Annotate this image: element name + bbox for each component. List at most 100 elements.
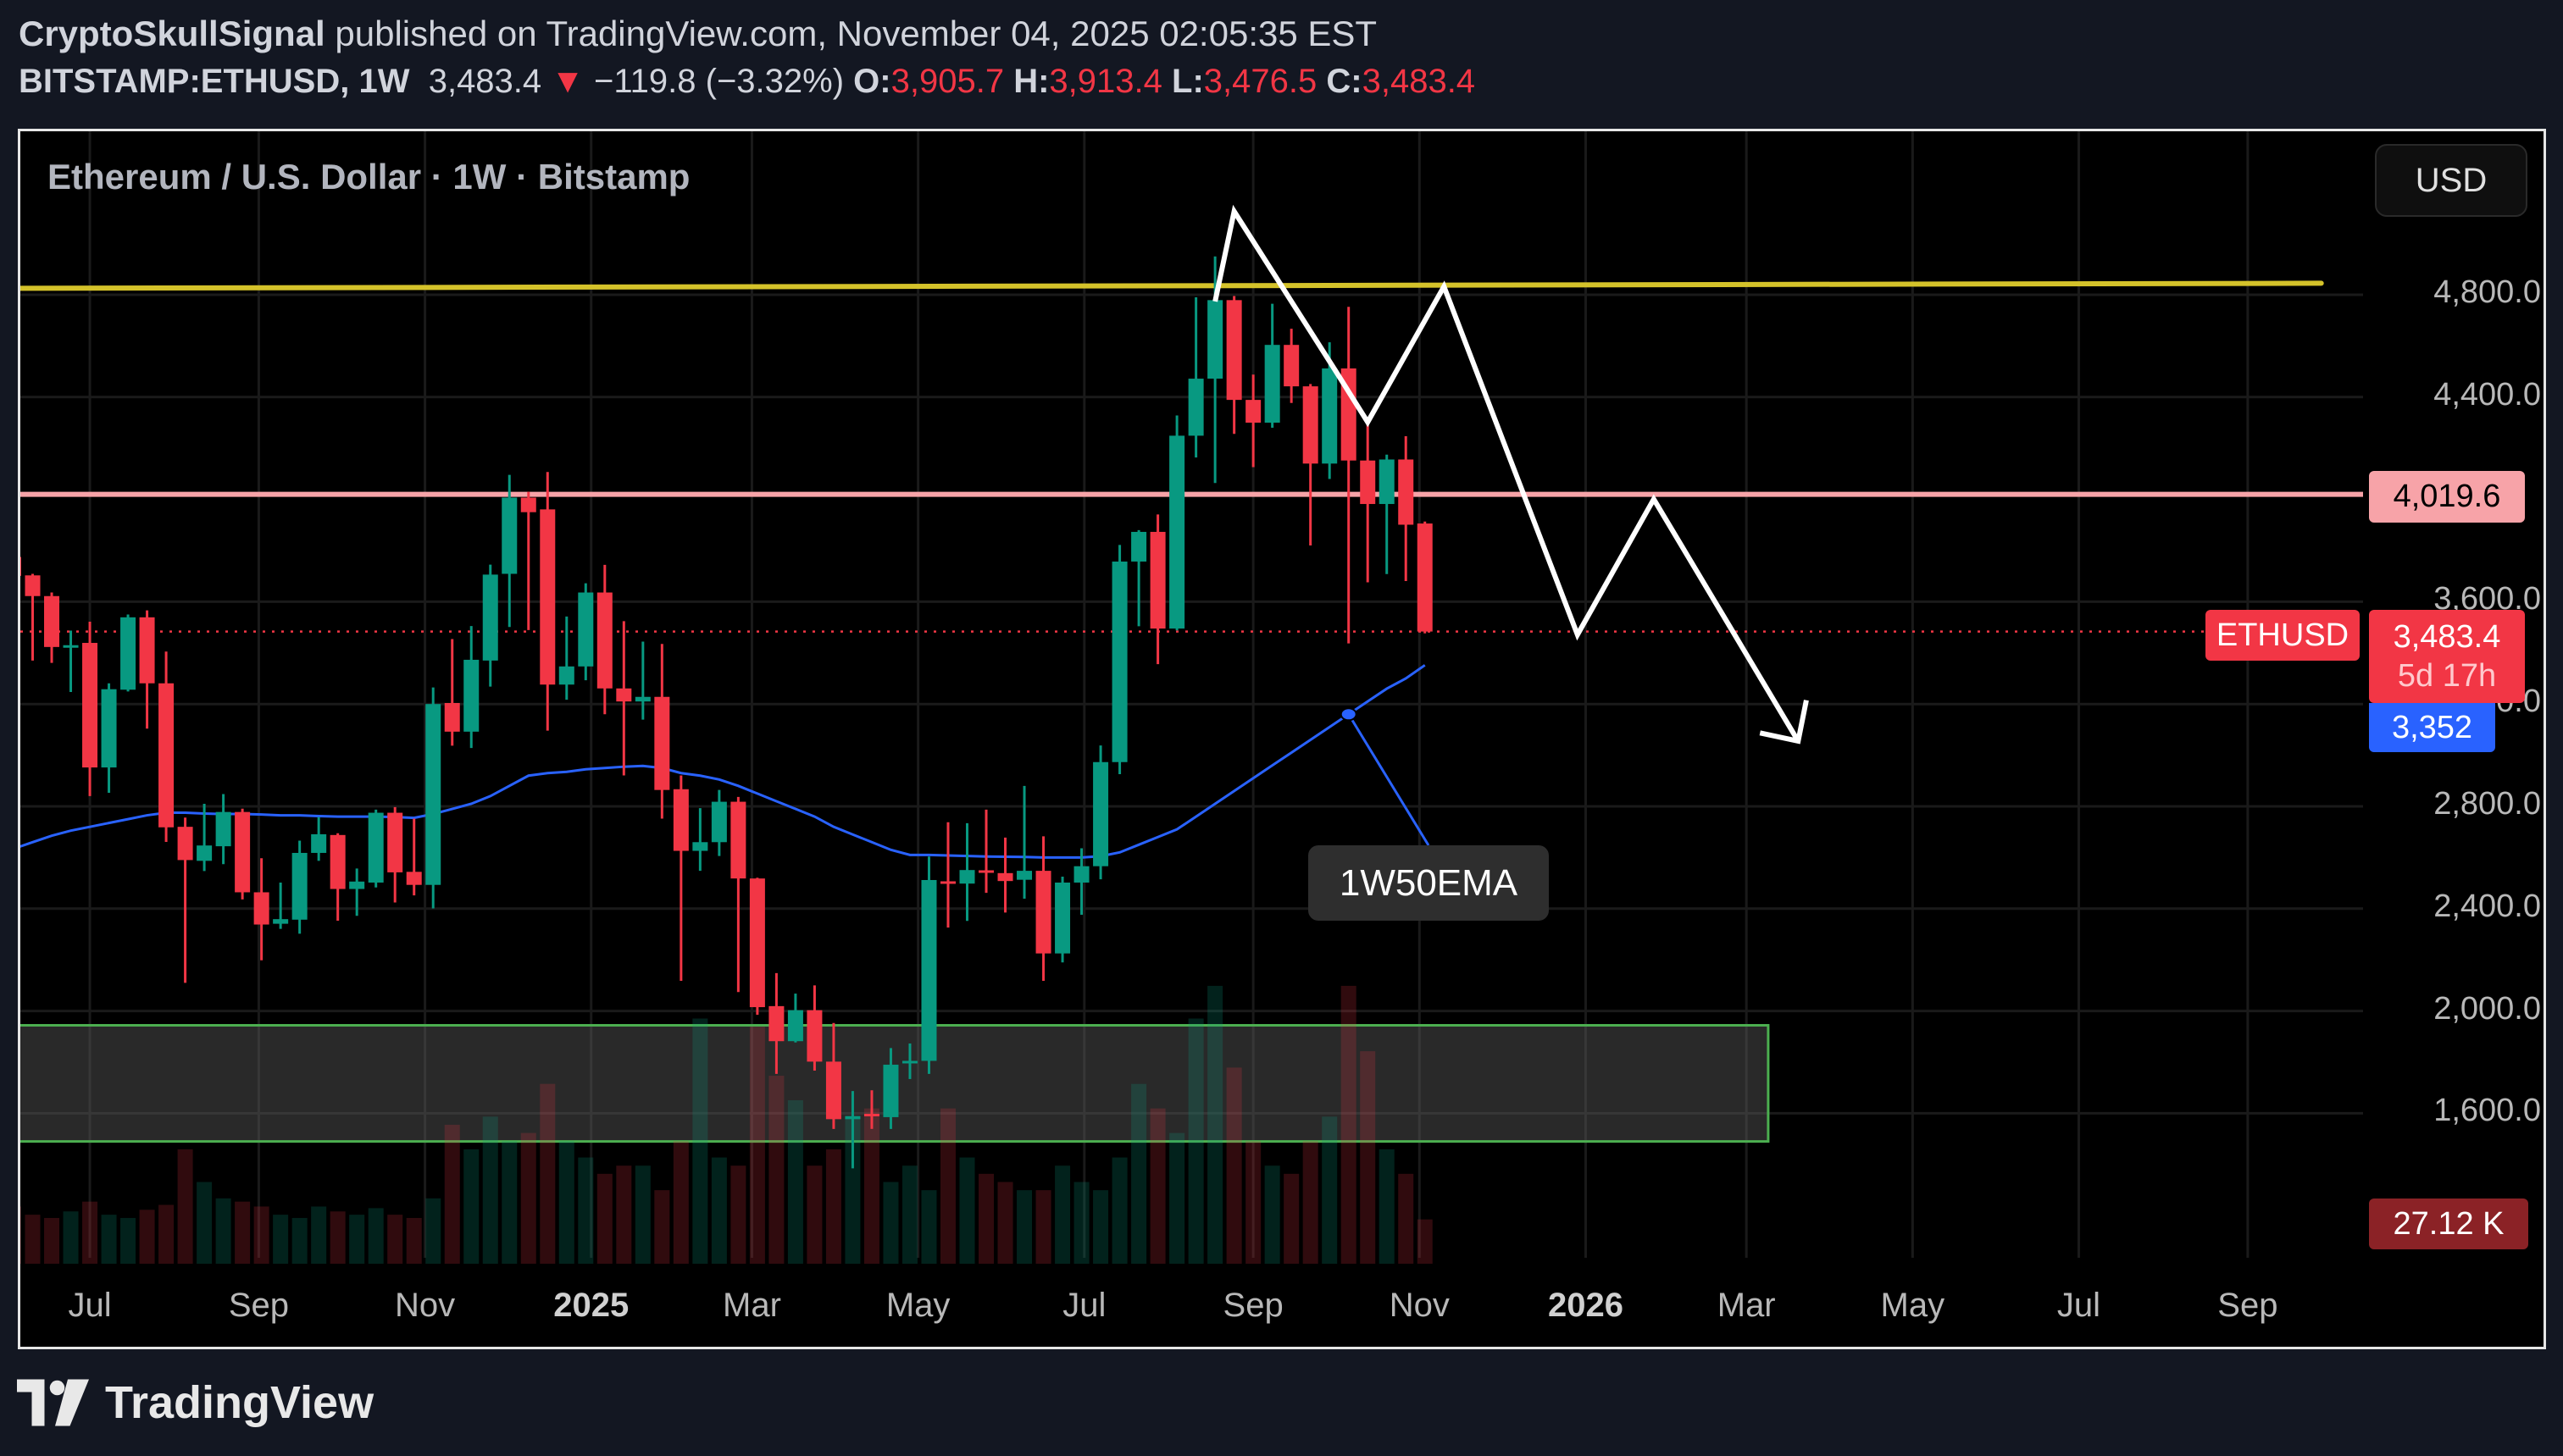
candle-down xyxy=(235,811,251,893)
volume-bar xyxy=(749,1027,765,1264)
candle-down xyxy=(1398,459,1414,525)
candle-down xyxy=(406,872,422,885)
close-value: 3,483.4 xyxy=(1362,63,1476,100)
volume-bar xyxy=(215,1198,231,1264)
volume-bar xyxy=(1360,1051,1376,1264)
candle-down xyxy=(1417,523,1433,632)
price-tick-label: 2,800.0 xyxy=(2433,786,2541,822)
candle-down xyxy=(863,1114,879,1117)
time-tick-label: Mar xyxy=(723,1287,781,1324)
volume-bar xyxy=(1417,1219,1433,1264)
candle-down xyxy=(654,696,670,790)
time-tick-label: Jul xyxy=(2056,1287,2101,1324)
candle-up xyxy=(1055,882,1071,954)
volume-bar xyxy=(235,1201,251,1264)
candle-down xyxy=(596,592,613,689)
volume-bar xyxy=(197,1182,213,1264)
tradingview-logo-icon xyxy=(17,1379,89,1426)
volume-bar xyxy=(406,1217,422,1264)
close-label: C: xyxy=(1326,63,1362,100)
high-value: 3,913.4 xyxy=(1049,63,1162,100)
arrow-head-icon xyxy=(1759,700,1809,745)
candle-down xyxy=(444,702,460,732)
candle-down xyxy=(139,617,155,684)
volume-bar xyxy=(883,1182,899,1264)
candle-up xyxy=(1322,368,1338,464)
volume-bar xyxy=(520,1132,536,1264)
volume-bar xyxy=(253,1206,269,1264)
candle-up xyxy=(215,811,231,847)
volume-bar xyxy=(139,1210,155,1264)
price-chart[interactable] xyxy=(20,131,2544,1347)
candle-down xyxy=(997,872,1013,882)
chart-title: Ethereum / U.S. Dollar · 1W · Bitstamp xyxy=(47,157,691,197)
volume-bar xyxy=(1322,1116,1338,1264)
volume-label: 27.12 K xyxy=(2369,1199,2528,1249)
brand-name: TradingView xyxy=(105,1377,374,1428)
volume-bar xyxy=(1093,1190,1109,1264)
candle-down xyxy=(730,801,746,879)
projection-path xyxy=(1212,204,1800,743)
candle-up xyxy=(463,659,480,732)
candle-up xyxy=(273,919,289,924)
time-tick-label: Mar xyxy=(1717,1287,1776,1324)
volume-bar xyxy=(1207,985,1223,1264)
candle-up xyxy=(120,617,136,690)
candle-down xyxy=(749,878,765,1008)
volume-bar xyxy=(291,1217,308,1264)
time-tick-label: Sep xyxy=(1223,1287,1284,1324)
volume-bar xyxy=(1284,1173,1300,1264)
volume-bar xyxy=(1245,1141,1262,1264)
volume-bar xyxy=(482,1116,498,1264)
volume-bar xyxy=(711,1157,727,1264)
candle-down xyxy=(825,1061,841,1120)
volume-bar xyxy=(44,1217,60,1264)
time-tick-label: May xyxy=(1880,1287,1945,1324)
candle-up xyxy=(901,1060,918,1064)
tradingview-logo[interactable]: TradingView xyxy=(17,1376,374,1429)
author-name[interactable]: CryptoSkullSignal xyxy=(19,14,325,53)
candle-up xyxy=(1073,866,1090,883)
candle-up xyxy=(1112,561,1128,762)
currency-button[interactable]: USD xyxy=(2375,144,2527,217)
current-price-label: 3,483.4 5d 17h xyxy=(2369,610,2525,703)
candle-up xyxy=(1207,300,1223,379)
candle-up xyxy=(558,666,574,685)
candle-up xyxy=(101,689,117,768)
volume-bar xyxy=(1226,1067,1242,1264)
volume-bar xyxy=(997,1182,1013,1264)
volume-bar xyxy=(444,1124,460,1264)
volume-bar xyxy=(825,1149,841,1264)
candle-up xyxy=(578,592,594,667)
price-tick-label: 4,400.0 xyxy=(2433,376,2541,412)
volume-bar xyxy=(1340,985,1356,1264)
callout-anchor-dot xyxy=(1340,707,1357,722)
published-text: published on TradingView.com, November 0… xyxy=(335,14,1378,53)
volume-bar xyxy=(1017,1190,1033,1264)
candle-up xyxy=(311,833,327,853)
candle-down xyxy=(1035,871,1051,954)
price-tick-label: 4,800.0 xyxy=(2433,274,2541,310)
publish-info: CryptoSkullSignal published on TradingVi… xyxy=(19,14,1377,54)
volume-bar xyxy=(1055,1165,1071,1264)
candle-down xyxy=(253,892,269,925)
candle-up xyxy=(502,497,518,574)
volume-bar xyxy=(1188,1018,1204,1264)
volume-bar xyxy=(273,1215,289,1264)
chart-frame[interactable]: Ethereum / U.S. Dollar · 1W · Bitstamp U… xyxy=(18,129,2546,1349)
time-tick-label: Jul xyxy=(1062,1287,1107,1324)
ema-callout-label[interactable]: 1W50EMA xyxy=(1308,845,1549,921)
volume-bar xyxy=(101,1215,117,1264)
volume-bar xyxy=(387,1215,403,1264)
down-arrow-icon: ▼ xyxy=(551,63,585,100)
volume-bar xyxy=(158,1204,175,1264)
price-tick-label: 2,400.0 xyxy=(2433,888,2541,924)
volume-bar xyxy=(1035,1190,1051,1264)
volume-bar xyxy=(921,1190,937,1264)
volume-bar xyxy=(959,1157,975,1264)
low-label: L: xyxy=(1172,63,1204,100)
open-label: O: xyxy=(853,63,891,100)
candle-down xyxy=(1284,345,1300,387)
price-tick-label: 2,000.0 xyxy=(2433,990,2541,1027)
candle-up xyxy=(711,801,727,843)
